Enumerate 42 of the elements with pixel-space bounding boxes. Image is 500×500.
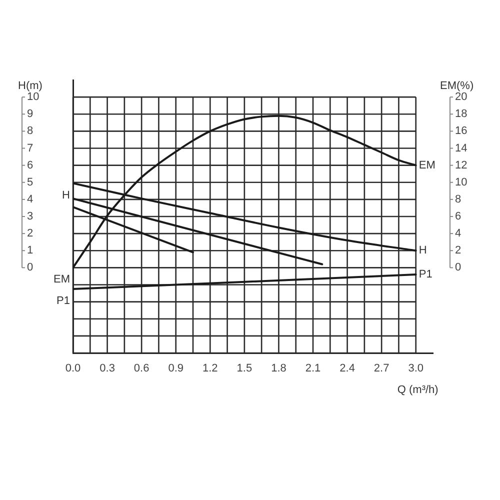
text: EM <box>54 274 70 286</box>
text: H <box>62 189 70 202</box>
y-tick-label: 2 <box>27 228 34 240</box>
series-label: H <box>418 244 427 257</box>
y-axis-title: H(m) <box>18 80 42 92</box>
y-tick-label: 8 <box>27 125 34 138</box>
y-tick-label: 7 <box>27 142 34 154</box>
y2-tick-label: 18 <box>455 108 468 120</box>
x-tick-label: 1.8 <box>271 362 286 375</box>
y-tick-label: 5 <box>27 176 34 188</box>
y-tick-label: 4 <box>27 193 34 206</box>
x-tick-label: 3.0 <box>408 362 424 375</box>
y-tick-label: 6 <box>27 159 34 172</box>
x-tick-label: 2.1 <box>305 362 321 375</box>
y-tick-label: 3 <box>27 210 34 223</box>
y-tick-label: 9 <box>27 108 34 120</box>
x-tick-label: 2.4 <box>340 362 355 375</box>
y2-tick-label: 8 <box>455 193 462 206</box>
y2-tick-label: 10 <box>455 176 468 188</box>
x-tick-label: 1.2 <box>202 362 218 375</box>
x-tick-label: 0.9 <box>168 362 184 375</box>
y2-tick-label: 20 <box>455 91 468 104</box>
y2-tick-label: 16 <box>455 125 468 138</box>
y-tick-label: 1 <box>27 244 34 257</box>
series-label: EM <box>418 159 436 172</box>
y2-tick-label: 4 <box>455 228 462 240</box>
y-tick-label: 0 <box>27 262 34 274</box>
y2-tick-label: 0 <box>455 262 462 274</box>
x-tick-label: 0.6 <box>134 362 150 375</box>
x-tick-label: 0.3 <box>100 362 115 375</box>
y-tick-label: 10 <box>27 91 40 104</box>
y2-tick-label: 14 <box>455 142 468 154</box>
y2-tick-label: 12 <box>455 159 468 172</box>
series-label: P1 <box>418 268 432 281</box>
text: P1 <box>56 295 70 308</box>
x-tick-label: 2.7 <box>374 362 390 375</box>
y2-tick-label: 6 <box>455 210 462 223</box>
x-tick-label: 0.0 <box>65 362 81 375</box>
x-tick-label: 1.5 <box>236 362 252 375</box>
x-axis-title: Q (m³/h) <box>397 384 438 396</box>
y2-tick-label: 2 <box>455 244 462 257</box>
y2-axis-title: EM(%) <box>440 80 474 92</box>
